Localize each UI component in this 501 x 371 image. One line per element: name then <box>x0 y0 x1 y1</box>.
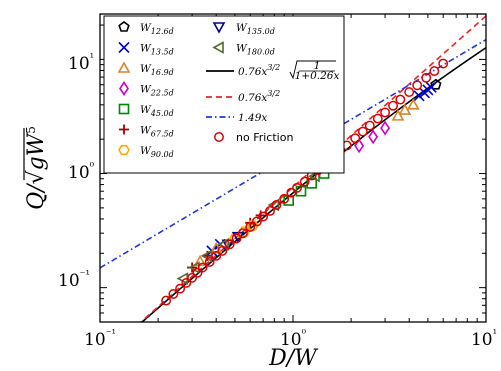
data-point-s9-2 <box>175 283 186 294</box>
data-point-s6-2 <box>246 220 259 231</box>
legend-marker-90.0d <box>118 144 130 156</box>
data-point-s0-0 <box>430 78 442 90</box>
series-line-power <box>139 15 486 322</box>
legend-marker-45.0d <box>118 103 130 115</box>
data-point-s9-20 <box>292 182 303 193</box>
legend-sqrt-denominator: 1+0.26x <box>295 70 340 82</box>
data-point-s9-6 <box>197 262 208 273</box>
legend-label-90.0d: W90.0d <box>140 145 174 159</box>
legend-label-22.5d: W22.5d <box>140 84 174 98</box>
data-point-s3-0 <box>354 138 365 154</box>
data-point-s9-37 <box>421 72 432 83</box>
legend-label-16.9d: W16.9d <box>140 63 174 77</box>
y-tick-label-0: 10⁻¹ <box>58 268 90 291</box>
legend-marker-no-friction <box>214 132 224 142</box>
data-point-s9-12 <box>237 228 248 239</box>
data-point-s9-19 <box>286 187 297 198</box>
data-point-s2-4 <box>406 98 420 110</box>
data-point-s9-1 <box>168 289 179 299</box>
data-point-s9-17 <box>271 200 282 210</box>
legend-marker-67.5d <box>119 124 129 135</box>
data-point-s1-5 <box>425 81 437 93</box>
data-point-s3-2 <box>380 120 391 136</box>
data-point-s9-0 <box>161 295 172 306</box>
data-point-s9-35 <box>404 87 415 98</box>
legend-label-67.5d: W67.5d <box>140 125 174 139</box>
data-point-s9-21 <box>299 176 310 187</box>
data-point-s9-33 <box>388 100 399 111</box>
legend-box <box>103 15 345 174</box>
y-tick-label-2: 10¹ <box>68 51 94 74</box>
data-point-s3-1 <box>368 129 379 145</box>
data-point-s9-36 <box>412 80 423 91</box>
data-point-s9-3 <box>181 277 192 288</box>
legend-sqrt-symbol <box>289 60 336 80</box>
legend-marker-16.9d <box>117 61 131 73</box>
legend-label-180.0d: W180.0d <box>236 43 275 57</box>
data-point-s9-38 <box>429 66 440 77</box>
data-point-s9-4 <box>187 272 198 283</box>
legend-marker-13.5d <box>118 41 130 54</box>
data-point-s9-16 <box>265 205 275 216</box>
x-axis-title: D/W <box>268 346 319 371</box>
legend-label-no-friction: no Friction <box>236 131 293 144</box>
legend-line-label-linear: 1.49x <box>238 112 267 124</box>
legend: W12.6d W13.5d W16.9d W22.5d W45.0d W67.5d W90.… <box>103 15 345 174</box>
legend-line-label-power: 0.76x3/2 <box>238 89 280 104</box>
legend-marker-135.0d <box>212 22 226 34</box>
data-point-s9-34 <box>395 94 406 105</box>
data-point-s4-2 <box>306 178 318 189</box>
data-point-s9-13 <box>245 222 256 232</box>
data-point-s9-5 <box>192 267 203 278</box>
data-point-s9-30 <box>364 120 375 131</box>
data-point-s9-7 <box>204 256 215 267</box>
legend-label-12.6d: W12.6d <box>140 22 174 36</box>
data-points <box>161 58 449 306</box>
legend-marker-22.5d <box>119 81 129 96</box>
legend-sqrt-numerator: 1 <box>314 60 321 72</box>
y-tick-label-1: 10⁰ <box>68 160 95 183</box>
data-point-s9-29 <box>357 126 368 137</box>
data-point-s9-11 <box>231 233 242 244</box>
data-point-s8-4 <box>267 198 280 212</box>
svg-text:Q/√gW5: Q/√gW5 <box>24 126 49 210</box>
data-point-s9-39 <box>438 58 449 69</box>
data-point-s9-14 <box>251 216 262 227</box>
legend-marker-180.0d <box>212 41 224 54</box>
x-tick-label-2: 10¹ <box>471 327 497 350</box>
data-point-s9-32 <box>380 107 391 118</box>
x-tick-label-0: 10⁻¹ <box>84 327 116 350</box>
data-point-s9-18 <box>279 193 290 204</box>
data-point-s9-9 <box>217 245 228 256</box>
data-point-s9-28 <box>350 133 361 144</box>
legend-label-13.5d: W13.5d <box>140 43 174 57</box>
legend-label-45.0d: W45.0d <box>140 104 174 118</box>
data-point-s9-8 <box>211 250 222 261</box>
y-axis-title: Q/√gW5 <box>23 126 49 210</box>
x-tick-label-1: 10⁰ <box>280 327 307 350</box>
data-point-s9-15 <box>258 211 269 222</box>
data-point-s2-2 <box>391 109 405 121</box>
legend-marker-12.6d <box>118 21 130 32</box>
data-point-s9-31 <box>372 113 383 124</box>
legend-column-markers: W12.6d W13.5d W16.9d W22.5d W45.0d W67.5d W90.… <box>117 21 174 159</box>
data-point-s2-0 <box>193 254 207 267</box>
legend-label-135.0d: W135.0d <box>236 22 275 36</box>
data-point-s9-10 <box>224 239 235 250</box>
data-point-s1-2 <box>413 90 425 102</box>
legend-line-label-fit_friction: 0.76x3/2 <box>238 63 280 78</box>
legend-column-lines: W135.0d W180.0d 0.76x3/2 11+0.26x 0.76x3/2 1.… <box>206 22 339 144</box>
